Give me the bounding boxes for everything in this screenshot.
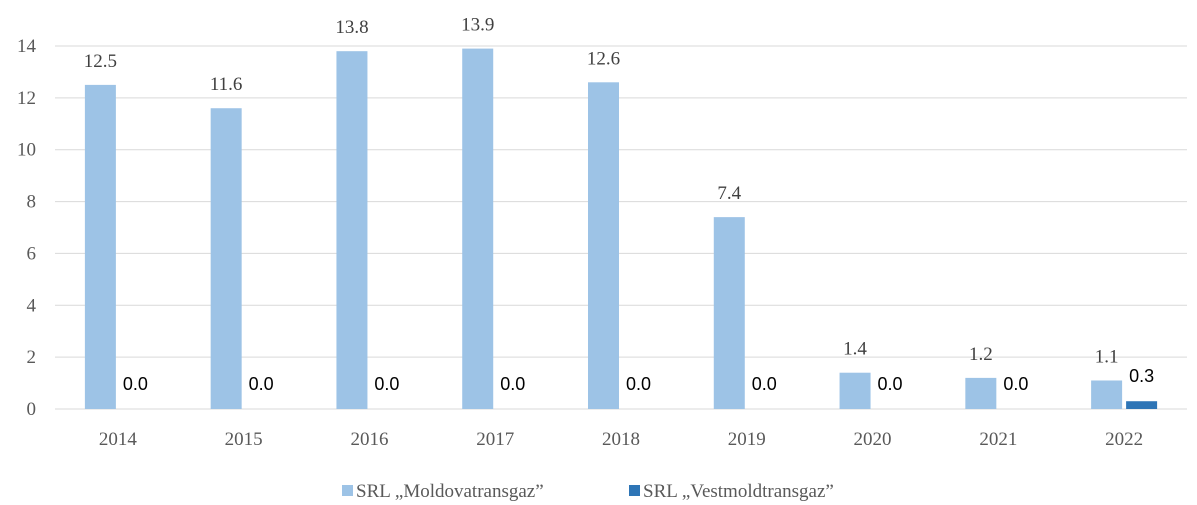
legend-label-vestmoldtransgaz: SRL „Vestmoldtransgaz”: [643, 481, 834, 502]
data-label-moldovatransgaz: 1.2: [969, 344, 993, 365]
bar-moldovatransgaz: [713, 217, 745, 409]
data-label-vestmoldtransgaz: 0.0: [626, 374, 651, 394]
data-label-vestmoldtransgaz: 0.0: [878, 374, 903, 394]
data-labels: 12.5 0.0 11.6 0.0 13.8 0.0 13.9 0.0 12.6 0.0 7.4 0.…: [84, 15, 1154, 394]
y-tick-label: 0: [27, 399, 37, 420]
legend: SRL „Moldovatransgaz” SRL „Vestmoldtrans…: [342, 481, 834, 502]
y-tick-label: 12: [17, 88, 36, 109]
x-tick-label: 2022: [1105, 429, 1143, 450]
x-tick-label: 2015: [225, 429, 263, 450]
data-label-vestmoldtransgaz: 0.0: [249, 374, 274, 394]
x-tick-label: 2018: [602, 429, 640, 450]
data-label-vestmoldtransgaz: 0.0: [1003, 374, 1028, 394]
bar-moldovatransgaz: [336, 51, 368, 409]
data-label-moldovatransgaz: 13.8: [335, 17, 368, 38]
bar-moldovatransgaz: [965, 377, 997, 409]
legend-swatch-vestmoldtransgaz: [629, 485, 640, 496]
bar-moldovatransgaz: [588, 82, 619, 410]
x-axis-ticks: 2014 2015 2016 2017 2018 2019 2020 2021 2022: [99, 429, 1143, 450]
bar-moldovatransgaz: [84, 84, 116, 410]
data-label-vestmoldtransgaz: 0.3: [1129, 366, 1154, 386]
y-tick-label: 10: [17, 140, 36, 161]
y-tick-label: 8: [27, 192, 37, 213]
data-label-vestmoldtransgaz: 0.0: [374, 374, 399, 394]
x-tick-label: 2020: [854, 429, 892, 450]
data-label-vestmoldtransgaz: 0.0: [123, 374, 148, 394]
bar-moldovatransgaz: [210, 108, 242, 409]
x-tick-label: 2021: [979, 429, 1017, 450]
x-tick-label: 2014: [99, 429, 138, 450]
y-axis-ticks: 0 2 4 6 8 10 12 14: [17, 36, 37, 420]
bar-vestmoldtransgaz: [1126, 401, 1158, 409]
data-label-vestmoldtransgaz: 0.0: [500, 374, 525, 394]
data-label-moldovatransgaz: 12.5: [84, 51, 117, 72]
x-tick-label: 2016: [350, 429, 388, 450]
y-tick-label: 6: [27, 243, 37, 264]
bar-moldovatransgaz: [839, 372, 871, 409]
legend-label-moldovatransgaz: SRL „Moldovatransgaz”: [356, 481, 544, 502]
x-tick-label: 2017: [476, 429, 514, 450]
gridlines: [55, 45, 1187, 410]
legend-swatch-moldovatransgaz: [342, 485, 353, 496]
y-tick-label: 4: [27, 295, 37, 316]
y-tick-label: 2: [27, 347, 37, 368]
bar-moldovatransgaz: [462, 48, 494, 409]
x-tick-label: 2019: [728, 429, 766, 450]
bars: [84, 48, 1158, 410]
data-label-vestmoldtransgaz: 0.0: [752, 374, 777, 394]
data-label-moldovatransgaz: 7.4: [717, 183, 741, 204]
data-label-moldovatransgaz: 1.1: [1095, 346, 1119, 367]
data-label-moldovatransgaz: 13.9: [461, 15, 494, 36]
data-label-moldovatransgaz: 12.6: [587, 48, 620, 69]
y-tick-label: 14: [17, 36, 37, 57]
data-label-moldovatransgaz: 1.4: [843, 339, 867, 360]
data-label-moldovatransgaz: 11.6: [210, 74, 243, 95]
bar-moldovatransgaz: [1091, 380, 1123, 409]
